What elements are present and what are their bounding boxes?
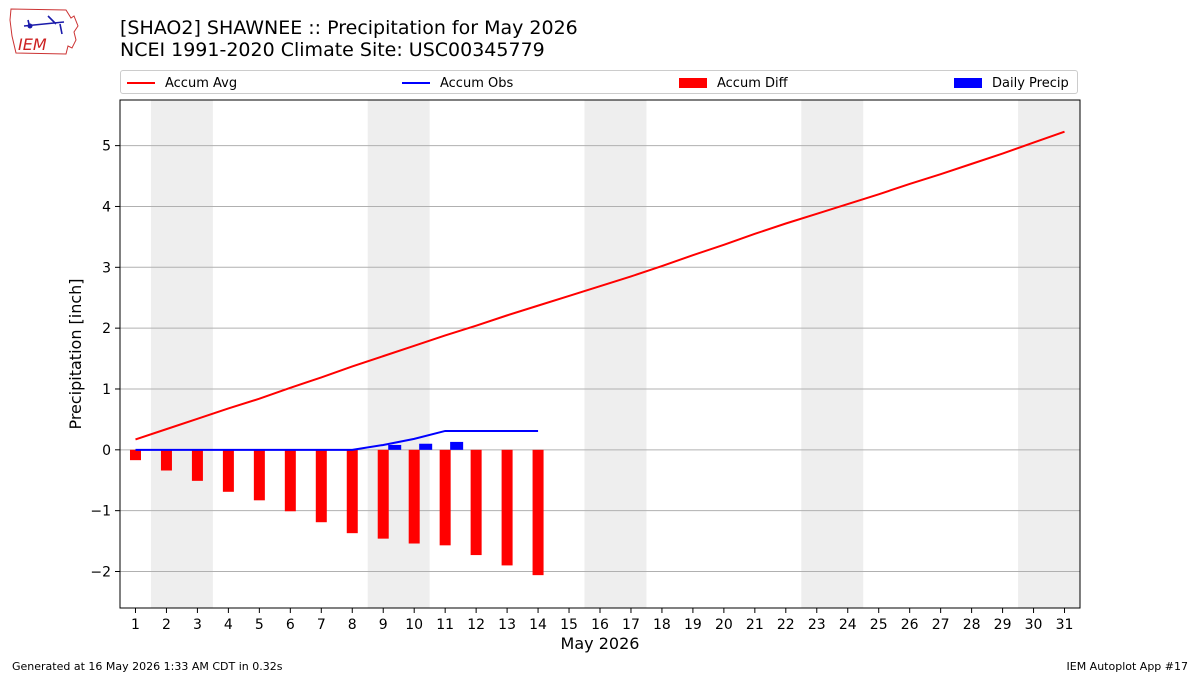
legend-swatch-daily-precip [954,78,982,88]
accum-diff-bar [315,449,327,523]
x-tick-label: 27 [932,617,950,633]
y-tick-label: −1 [90,504,111,520]
accum-diff-bar [501,449,513,566]
accum-diff-bar [160,449,172,471]
logo-text: IEM [18,35,47,54]
weekend-shade-band [801,100,864,608]
x-tick-label: 6 [286,617,295,633]
x-tick-label: 3 [193,617,202,633]
x-tick-label: 9 [379,617,388,633]
x-tick-label: 13 [498,617,516,633]
weekend-shade-band [150,100,213,608]
y-tick-label: 4 [102,199,111,215]
weekend-shade-band [584,100,647,608]
legend-label-accum-diff: Accum Diff [717,75,788,91]
daily-precip-bar [388,444,402,450]
accum-obs-line [135,429,539,451]
legend-item-accum-diff: Accum Diff [679,74,788,92]
weather-instruments-icon [23,15,65,35]
x-tick-label: 19 [684,617,702,633]
x-tick-label: 29 [994,617,1012,633]
x-tick-label: 12 [467,617,485,633]
legend-item-accum-obs: Accum Obs [402,74,513,92]
legend-label-accum-avg: Accum Avg [165,75,238,91]
x-tick-label: 14 [529,617,547,633]
x-tick-label: 2 [162,617,171,633]
footer-app-id: IEM Autoplot App #17 [1066,660,1189,673]
legend-item-daily-precip: Daily Precip [954,74,1069,92]
x-tick-label: 11 [436,617,454,633]
accum-avg-line [135,130,1065,441]
x-tick-label: 15 [560,617,578,633]
y-tick-label: 1 [102,382,111,398]
y-tick-label: 5 [102,139,111,155]
x-tick-label: 5 [255,617,264,633]
x-tick-label: 26 [901,617,919,633]
legend-label-accum-obs: Accum Obs [440,75,514,91]
accum-diff-bar [284,449,296,512]
legend-item-accum-avg: Accum Avg [127,74,237,92]
x-axis-label: May 2026 [561,634,640,653]
y-tick-label: 0 [102,443,111,459]
weekend-shade-band [367,100,430,608]
x-tick-label: 28 [963,617,981,633]
accum-diff-bar [408,449,420,544]
x-tick-label: 31 [1056,617,1074,633]
y-tick-label: −2 [90,564,111,580]
chart-legend: Accum Avg Accum Obs Accum Diff Daily Pre… [120,70,1078,94]
accum-diff-bar [129,449,141,461]
chart-subtitle: NCEI 1991-2020 Climate Site: USC00345779 [120,39,545,61]
x-tick-label: 8 [348,617,357,633]
x-tick-label: 25 [870,617,888,633]
legend-label-daily-precip: Daily Precip [992,75,1069,91]
iem-logo: IEM [9,8,79,55]
legend-swatch-accum-diff [679,78,707,88]
accum-diff-bar [222,449,234,492]
x-tick-label: 30 [1025,617,1043,633]
x-tick-label: 21 [746,617,764,633]
chart-title: [SHAO2] SHAWNEE :: Precipitation for May… [120,17,578,39]
daily-precip-bar [450,441,464,450]
x-tick-label: 7 [317,617,326,633]
accum-diff-bar [470,449,482,556]
accum-diff-bar [346,449,358,534]
footer-generated: Generated at 16 May 2026 1:33 AM CDT in … [12,660,283,673]
legend-swatch-accum-avg [127,82,155,84]
accum-diff-bar [191,449,203,481]
x-tick-label: 4 [224,617,233,633]
x-tick-label: 17 [622,617,640,633]
x-tick-label: 23 [808,617,826,633]
x-tick-label: 10 [405,617,423,633]
x-tick-label: 16 [591,617,609,633]
daily-precip-bar [419,443,433,450]
accum-diff-bar [253,449,265,501]
accum-diff-bar [532,449,544,576]
iowa-state-outline-icon [9,8,79,55]
y-tick-label: 3 [102,260,111,276]
x-tick-label: 18 [653,617,671,633]
legend-swatch-accum-obs [402,82,430,84]
x-tick-label: 24 [839,617,857,633]
x-tick-label: 20 [715,617,733,633]
accum-diff-bar [377,449,389,539]
y-axis-label: Precipitation [inch] [66,278,85,429]
y-tick-label: 2 [102,321,111,337]
x-tick-label: 22 [777,617,795,633]
weekend-shade-band [1018,100,1080,608]
x-tick-label: 1 [131,617,140,633]
accum-diff-bar [439,449,451,546]
